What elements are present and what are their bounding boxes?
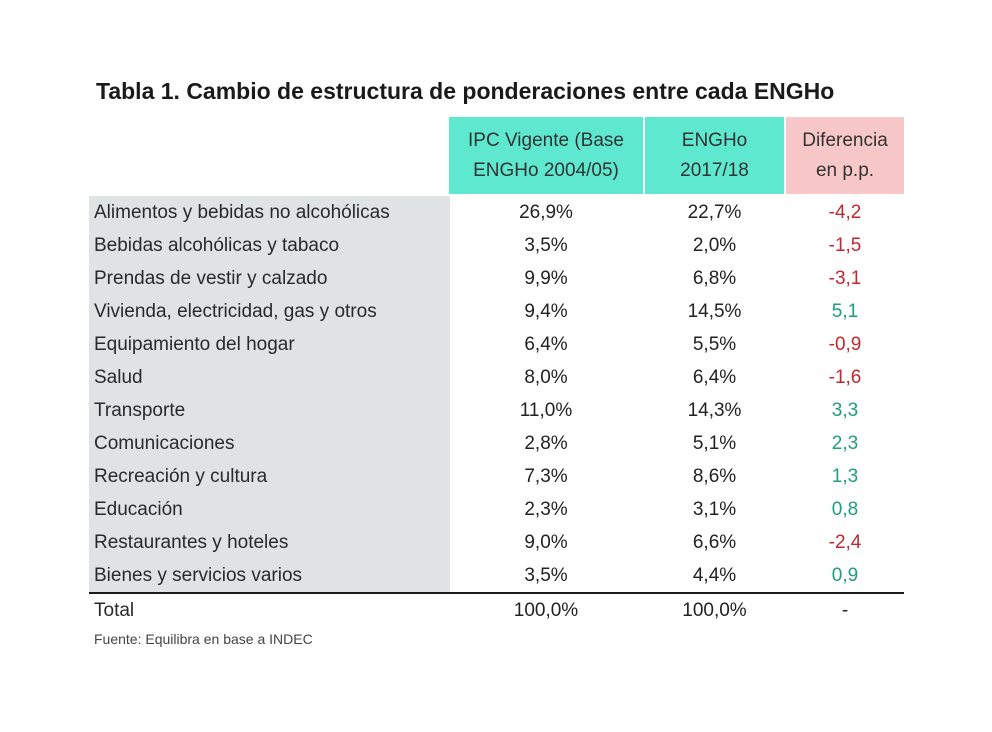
header-ipc-line-1: IPC Vigente (Base — [468, 129, 624, 151]
header-ipc-line-2: ENGHo 2004/05) — [473, 159, 619, 181]
total-ipc: 100,0% — [513, 600, 579, 621]
row-label: Transporte — [94, 400, 186, 421]
row-ipc-value: 3,5% — [524, 235, 568, 256]
row-dif-value: 1,3 — [831, 466, 859, 487]
header-engho: ENGHo 2017/18 — [645, 117, 784, 194]
table-row: Equipamiento del hogar 6,4% 5,5% -0,9 — [89, 328, 904, 361]
row-label: Alimentos y bebidas no alcohólicas — [94, 202, 390, 223]
row-ipc-value: 9,9% — [524, 268, 568, 289]
row-label: Restaurantes y hoteles — [94, 532, 289, 553]
row-dif-value: 3,3 — [831, 400, 859, 421]
header-ipc-vigente: IPC Vigente (Base ENGHo 2004/05) — [449, 117, 643, 194]
row-dif-value: 0,9 — [831, 565, 859, 586]
row-dif-value: 5,1 — [831, 301, 859, 322]
header-diferencia-line-2: en p.p. — [815, 159, 875, 181]
row-dif-value: -1,5 — [828, 235, 862, 256]
table-row: Educación 2,3% 3,1% 0,8 — [89, 493, 904, 526]
row-label: Educación — [94, 499, 183, 520]
total-engho: 100,0% — [682, 600, 747, 621]
row-label: Salud — [94, 367, 143, 388]
total-label: Total — [94, 600, 135, 621]
row-label: Comunicaciones — [94, 433, 235, 454]
row-dif-value: -0,9 — [828, 334, 862, 355]
row-dif-value: -4,2 — [828, 202, 862, 223]
row-label: Vivienda, electricidad, gas y otros — [94, 301, 377, 322]
table-title: Tabla 1. Cambio de estructura de pondera… — [96, 78, 835, 104]
row-engho-value: 2,0% — [692, 235, 737, 256]
row-ipc-value: 6,4% — [524, 334, 568, 355]
row-ipc-value: 3,5% — [524, 565, 568, 586]
row-engho-value: 4,4% — [692, 565, 737, 586]
row-ipc-value: 11,0% — [519, 400, 573, 421]
header-engho-line-2: 2017/18 — [680, 159, 749, 181]
row-ipc-value: 26,9% — [519, 202, 573, 223]
table-row: Salud 8,0% 6,4% -1,6 — [89, 361, 904, 394]
row-engho-value: 8,6% — [692, 466, 737, 487]
row-label: Bebidas alcohólicas y tabaco — [94, 235, 340, 256]
total-row: Total 100,0% 100,0% - — [89, 594, 904, 627]
table-row: Vivienda, electricidad, gas y otros 9,4% 1… — [89, 295, 904, 328]
row-ipc-value: 2,3% — [524, 499, 568, 520]
table-row: Alimentos y bebidas no alcohólicas 26,9% 2… — [89, 196, 904, 229]
row-engho-value: 14,5% — [687, 301, 742, 322]
row-ipc-value: 9,4% — [524, 301, 568, 322]
header-engho-line-1: ENGHo — [681, 129, 748, 151]
table-row: Restaurantes y hoteles 9,0% 6,6% -2,4 — [89, 526, 904, 559]
source-note: Fuente: Equilibra en base a INDEC — [94, 631, 313, 647]
row-ipc-value: 9,0% — [524, 532, 568, 553]
row-engho-value: 6,8% — [692, 268, 737, 289]
table-row: Transporte 11,0% 14,3% 3,3 — [89, 394, 904, 427]
row-engho-value: 14,3% — [687, 400, 742, 421]
table-row: Bebidas alcohólicas y tabaco 3,5% 2,0% -1,5 — [89, 229, 904, 262]
row-engho-value: 5,5% — [692, 334, 737, 355]
row-label: Equipamiento del hogar — [94, 334, 295, 355]
row-engho-value: 6,6% — [692, 532, 737, 553]
row-engho-value: 5,1% — [692, 433, 737, 454]
row-dif-value: -2,4 — [828, 532, 862, 553]
label-column-background — [89, 196, 450, 592]
row-engho-value: 6,4% — [692, 367, 737, 388]
row-dif-value: -1,6 — [828, 367, 862, 388]
header-diferencia-line-1: Diferencia — [802, 129, 888, 151]
total-divider — [89, 592, 904, 594]
row-dif-value: 2,3 — [831, 433, 859, 454]
table-row: Comunicaciones 2,8% 5,1% 2,3 — [89, 427, 904, 460]
table-row: Bienes y servicios varios 3,5% 4,4% 0,9 — [89, 559, 904, 592]
total-dif: - — [841, 600, 849, 621]
row-label: Bienes y servicios varios — [94, 565, 303, 586]
row-engho-value: 3,1% — [692, 499, 737, 520]
row-engho-value: 22,7% — [687, 202, 742, 223]
table-row: Prendas de vestir y calzado 9,9% 6,8% -3,1 — [89, 262, 904, 295]
table-row: Recreación y cultura 7,3% 8,6% 1,3 — [89, 460, 904, 493]
row-label: Prendas de vestir y calzado — [94, 268, 328, 289]
row-ipc-value: 7,3% — [524, 466, 568, 487]
row-label: Recreación y cultura — [94, 466, 268, 487]
row-ipc-value: 8,0% — [524, 367, 568, 388]
row-ipc-value: 2,8% — [524, 433, 568, 454]
row-dif-value: 0,8 — [831, 499, 859, 520]
header-diferencia: Diferencia en p.p. — [786, 117, 904, 194]
row-dif-value: -3,1 — [828, 268, 862, 289]
